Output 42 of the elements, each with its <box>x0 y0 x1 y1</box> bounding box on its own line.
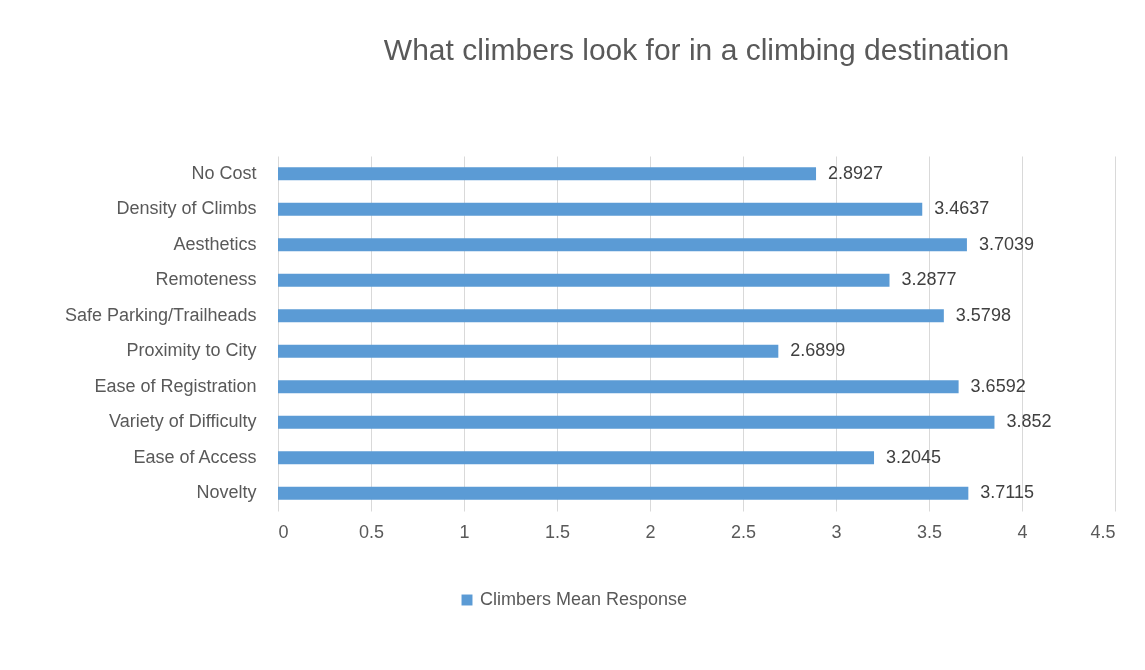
y-tick-label: Novelty <box>196 482 257 503</box>
x-tick-label: 1 <box>459 521 470 542</box>
data-label: 3.7039 <box>978 233 1034 254</box>
data-label: 2.8927 <box>828 162 884 183</box>
y-tick-label: Safe Parking/Trailheads <box>65 304 257 325</box>
y-tick-label: Aesthetics <box>173 233 257 254</box>
x-tick-label: 0 <box>278 521 289 542</box>
data-label: 3.2045 <box>886 446 942 467</box>
bar <box>278 167 817 181</box>
x-tick-label: 1.5 <box>544 521 571 542</box>
bar <box>278 309 944 323</box>
y-tick-label: Remoteness <box>155 269 257 290</box>
data-label: 3.852 <box>1006 411 1052 432</box>
data-label: 3.7115 <box>980 482 1035 503</box>
x-tick-label: 4.5 <box>1090 521 1116 542</box>
x-tick-label: 0.5 <box>358 521 385 542</box>
x-tick-label: 3.5 <box>916 521 943 542</box>
legend-label: Climbers Mean Response <box>480 589 688 609</box>
bar <box>278 415 995 429</box>
data-label: 3.2877 <box>901 269 957 290</box>
x-tick-label: 2 <box>645 521 656 542</box>
bar <box>278 202 923 216</box>
bar <box>278 380 959 394</box>
y-tick-label: Ease of Registration <box>94 375 257 396</box>
y-tick-label: Proximity to City <box>126 340 257 361</box>
y-tick-label: No Cost <box>191 162 257 183</box>
bar <box>278 486 969 500</box>
bar <box>278 273 890 287</box>
chart-title: What climbers look for in a climbing destination <box>383 33 1010 66</box>
x-tick-label: 4 <box>1017 521 1028 542</box>
data-label: 3.5798 <box>955 304 1011 325</box>
y-tick-label: Density of Climbs <box>116 198 257 219</box>
y-tick-label: Ease of Access <box>133 446 257 467</box>
bar <box>278 344 779 358</box>
bar <box>278 238 967 252</box>
x-tick-label: 3 <box>831 521 842 542</box>
data-label: 3.6592 <box>970 375 1026 396</box>
bar <box>278 451 875 465</box>
y-tick-label: Variety of Difficulty <box>109 411 257 432</box>
data-label: 2.6899 <box>790 340 846 361</box>
x-tick-label: 2.5 <box>730 521 757 542</box>
data-label: 3.4637 <box>934 198 990 219</box>
